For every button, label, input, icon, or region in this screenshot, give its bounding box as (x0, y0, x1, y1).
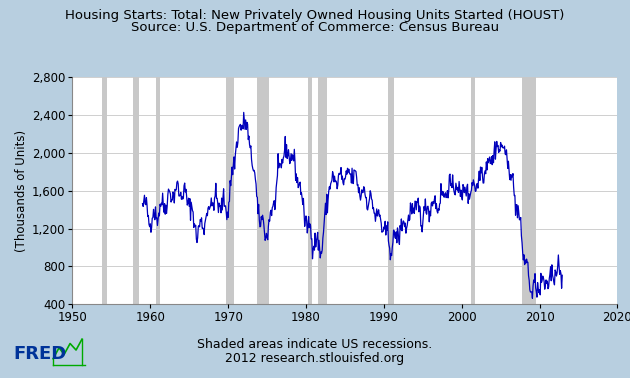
Text: 2012 research.stlouisfed.org: 2012 research.stlouisfed.org (226, 352, 404, 364)
Bar (101, 77, 108, 304)
Text: Source: U.S. Department of Commerce: Census Bureau: Source: U.S. Department of Commerce: Cen… (131, 21, 499, 34)
Text: Housing Starts: Total: New Privately Owned Housing Units Started (HOUST): Housing Starts: Total: New Privately Own… (66, 9, 564, 22)
Bar (226, 77, 234, 304)
Bar (133, 77, 139, 304)
Bar (318, 77, 328, 304)
Text: Shaded areas indicate US recessions.: Shaded areas indicate US recessions. (197, 338, 433, 351)
Bar (387, 77, 394, 304)
Bar (257, 77, 269, 304)
Y-axis label: (Thousands of Units): (Thousands of Units) (15, 130, 28, 252)
Bar (308, 77, 312, 304)
Bar (522, 77, 536, 304)
Bar (471, 77, 475, 304)
Bar (156, 77, 160, 304)
Text: FRED: FRED (13, 345, 66, 363)
